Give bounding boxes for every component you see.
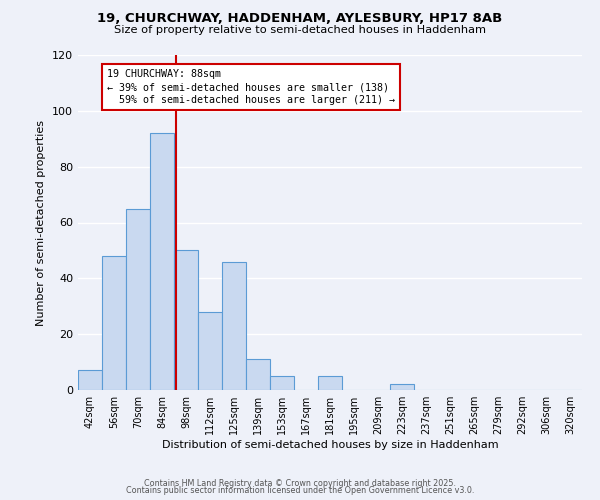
Text: Contains public sector information licensed under the Open Government Licence v3: Contains public sector information licen… <box>126 486 474 495</box>
Bar <box>102 256 126 390</box>
Bar <box>318 376 342 390</box>
Text: Contains HM Land Registry data © Crown copyright and database right 2025.: Contains HM Land Registry data © Crown c… <box>144 478 456 488</box>
Text: 19 CHURCHWAY: 88sqm
← 39% of semi-detached houses are smaller (138)
  59% of sem: 19 CHURCHWAY: 88sqm ← 39% of semi-detach… <box>107 69 395 106</box>
Bar <box>126 208 150 390</box>
Bar <box>78 370 102 390</box>
Bar <box>222 262 246 390</box>
Bar <box>246 360 270 390</box>
Bar <box>390 384 414 390</box>
Bar <box>174 250 198 390</box>
X-axis label: Distribution of semi-detached houses by size in Haddenham: Distribution of semi-detached houses by … <box>161 440 499 450</box>
Y-axis label: Number of semi-detached properties: Number of semi-detached properties <box>37 120 46 326</box>
Bar <box>198 312 222 390</box>
Bar <box>270 376 294 390</box>
Bar <box>150 133 174 390</box>
Text: Size of property relative to semi-detached houses in Haddenham: Size of property relative to semi-detach… <box>114 25 486 35</box>
Text: 19, CHURCHWAY, HADDENHAM, AYLESBURY, HP17 8AB: 19, CHURCHWAY, HADDENHAM, AYLESBURY, HP1… <box>97 12 503 26</box>
